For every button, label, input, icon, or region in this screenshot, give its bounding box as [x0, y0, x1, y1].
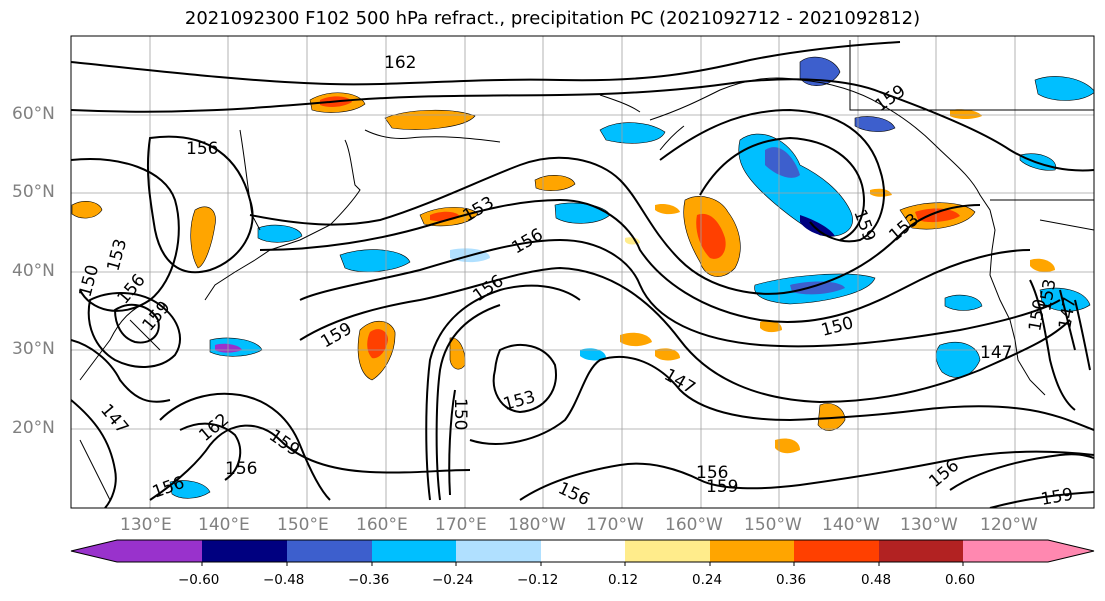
colorbar-swatch	[287, 540, 372, 562]
colorbar-extend-high	[1048, 540, 1094, 562]
colorbar-outline	[70, 539, 1095, 563]
colorbar-swatch	[963, 540, 1048, 562]
map-title: 2021092300 F102 500 hPa refract., precip…	[184, 8, 921, 29]
colorbar-tick-label: 0.12	[608, 572, 639, 588]
contour-label: 156	[225, 459, 257, 479]
colorbar	[70, 539, 1095, 566]
lon-label: 160°W	[665, 515, 723, 535]
lon-label: 170°E	[435, 515, 487, 535]
colorbar-swatch	[541, 540, 625, 562]
colorbar-swatch	[372, 540, 456, 562]
contour-label: 159	[706, 477, 738, 497]
refractivity-contours	[71, 41, 1094, 508]
colorbar-tick-label: −0.24	[432, 572, 474, 588]
lon-label: 140°W	[822, 515, 880, 535]
colorbar-swatch	[794, 540, 879, 562]
lon-label: 180°W	[508, 515, 566, 535]
lon-label: 150°W	[744, 515, 802, 535]
lon-label: 140°E	[198, 515, 250, 535]
contour-label: 147	[980, 343, 1012, 363]
contour-label: 156	[186, 139, 218, 159]
lon-label: 150°E	[277, 515, 329, 535]
colorbar-tick-label: 0.48	[861, 572, 892, 588]
colorbar-swatch	[710, 540, 794, 562]
colorbar-extend-low	[71, 540, 117, 562]
colorbar-swatch	[456, 540, 541, 562]
map-gridlines	[71, 36, 1094, 508]
lon-label: 130°E	[120, 515, 172, 535]
lat-label: 30°N	[12, 339, 55, 359]
lat-label: 20°N	[12, 418, 55, 438]
lat-label: 50°N	[12, 182, 55, 202]
coastlines	[79, 40, 1094, 501]
lat-label: 40°N	[12, 261, 55, 281]
lon-label: 170°W	[586, 515, 644, 535]
colorbar-tick-label: 0.60	[945, 572, 976, 588]
colorbar-swatch	[879, 540, 963, 562]
colorbar-tick-label: 0.24	[692, 572, 723, 588]
contour-label: 156	[696, 463, 728, 483]
colorbar-tick-label: −0.60	[178, 572, 220, 588]
colorbar-tick-label: −0.36	[348, 572, 390, 588]
colorbar-swatch	[202, 540, 287, 562]
colorbar-tick-label: −0.48	[263, 572, 305, 588]
map-frame	[70, 35, 1095, 509]
lat-label: 60°N	[12, 104, 55, 124]
contour-label: 162	[384, 53, 416, 73]
colorbar-tick-label: 0.36	[776, 572, 807, 588]
colorbar-tick-label: −0.12	[517, 572, 559, 588]
contour-label: 150	[450, 398, 470, 430]
lon-label: 120°W	[980, 515, 1038, 535]
colorbar-swatch	[117, 540, 202, 562]
lon-label: 160°E	[356, 515, 408, 535]
lon-label: 130°W	[900, 515, 958, 535]
colorbar-swatch	[625, 540, 710, 562]
precipitation-shading	[71, 56, 1094, 499]
